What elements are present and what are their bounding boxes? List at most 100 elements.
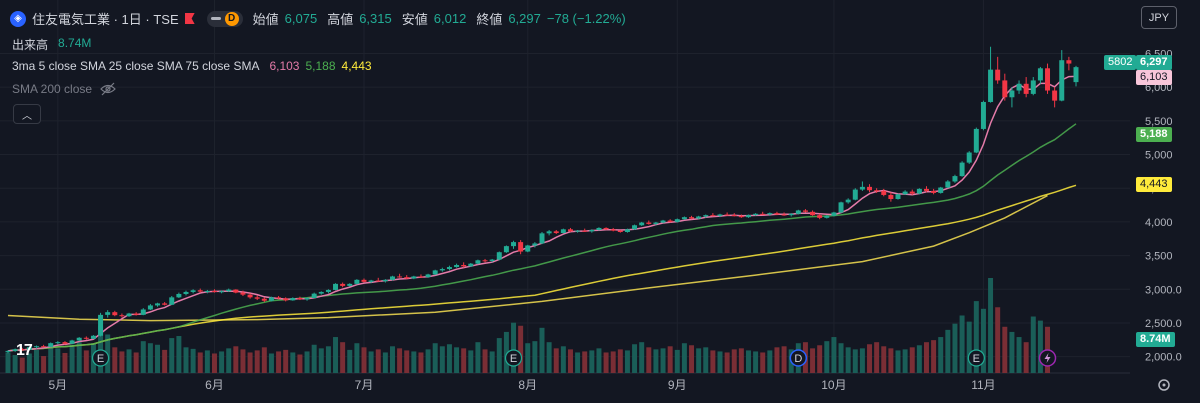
candle-body xyxy=(532,243,538,246)
volume-bar xyxy=(525,343,531,373)
volume-bar xyxy=(147,343,153,373)
candle-body xyxy=(176,293,182,298)
candle-body xyxy=(190,290,196,292)
volume-bar xyxy=(325,346,331,373)
settings-icon-ring xyxy=(1158,379,1170,391)
candle-body xyxy=(283,298,289,301)
volume-bar xyxy=(532,341,538,373)
sma5-value: 6,103 xyxy=(269,59,300,73)
volume-bar xyxy=(340,342,346,373)
volume-bar xyxy=(12,355,18,373)
dividend-marker-ring xyxy=(789,349,808,367)
volume-legend[interactable]: 出来高 8.74M xyxy=(12,36,91,53)
candle-body xyxy=(753,213,759,216)
flag-icon[interactable] xyxy=(184,13,195,24)
volume-bar xyxy=(567,349,573,373)
volume-bar xyxy=(639,342,645,373)
volume-bar xyxy=(76,342,82,373)
volume-bar xyxy=(867,344,873,373)
volume-bar xyxy=(774,347,780,373)
symbol-header: ◈ 住友電気工業 · 1日 · TSE D 始値 6,075 高値 6,315 安値… xyxy=(10,9,626,28)
candle-body xyxy=(653,222,659,224)
volume-bar xyxy=(667,346,673,373)
candle-body xyxy=(895,194,901,199)
candle-body xyxy=(646,222,652,224)
close-label: 終値 xyxy=(476,12,503,27)
currency-button[interactable]: JPY xyxy=(1141,6,1177,29)
sma200-legend[interactable]: SMA 200 close xyxy=(12,82,116,96)
sma200-line xyxy=(7,194,1048,322)
volume-bar xyxy=(268,353,274,373)
volume-bar xyxy=(617,349,623,373)
volume-bar xyxy=(895,350,901,373)
candle-body xyxy=(916,188,922,194)
high-label: 高値 xyxy=(327,12,354,27)
ticker-tag: 5802 xyxy=(1104,55,1137,70)
volume-bar xyxy=(446,344,452,373)
volume-bar xyxy=(660,348,666,373)
exchange-logo-icon[interactable]: ◈ xyxy=(10,10,26,27)
sma-legend[interactable]: 3ma 5 close SMA 25 close SMA 75 close SM… xyxy=(12,59,372,73)
earnings-marker[interactable]: E xyxy=(504,349,523,367)
candle-body xyxy=(254,297,260,299)
volume-bar xyxy=(845,347,851,373)
sma75-price-tag: 4,443 xyxy=(1136,177,1172,192)
candle-body xyxy=(945,181,951,188)
candle-body xyxy=(874,190,880,192)
lightning-icon[interactable] xyxy=(1038,349,1057,367)
collapse-legend-button[interactable]: ︿ xyxy=(13,104,41,124)
candle-body xyxy=(852,189,858,200)
close-value: 6,297 xyxy=(508,11,541,26)
earnings-marker-label: E xyxy=(97,353,104,365)
open-label: 始値 xyxy=(252,12,279,27)
y-tick-label: 3,000.0 xyxy=(1145,284,1182,296)
settings-icon-dot xyxy=(1162,383,1166,387)
eye-off-icon[interactable] xyxy=(100,82,116,96)
candle-body xyxy=(382,279,388,282)
candle-body xyxy=(923,188,929,191)
earnings-marker[interactable]: E xyxy=(967,349,985,367)
dash-icon xyxy=(210,17,221,20)
candle-body xyxy=(290,298,296,301)
symbol-title[interactable]: 住友電気工業 · 1日 · TSE xyxy=(32,12,179,27)
dividend-marker[interactable]: D xyxy=(789,349,808,367)
price-axis: 6,5006,0005,5005,0004,5004,0003,5003,000… xyxy=(1145,48,1182,363)
candle-body xyxy=(881,190,887,195)
volume-bar xyxy=(810,348,816,373)
volume-bar xyxy=(397,348,403,373)
volume-bar xyxy=(204,350,210,373)
sma75-line xyxy=(7,184,1077,352)
tradingview-logo[interactable]: 17 xyxy=(16,342,33,359)
candle-body xyxy=(90,335,96,339)
volume-bar xyxy=(738,348,744,373)
volume-bar xyxy=(411,351,417,373)
candle-body xyxy=(575,230,581,232)
volume-bar xyxy=(404,350,410,373)
volume-bar xyxy=(852,349,858,373)
candle-body xyxy=(425,274,431,278)
volume-bar xyxy=(276,351,282,373)
volume-bar xyxy=(838,343,844,373)
candle-body xyxy=(347,283,353,286)
candle-body xyxy=(126,313,132,317)
candle-body xyxy=(511,242,517,247)
candle-body xyxy=(617,230,623,232)
volume-bar xyxy=(703,347,709,373)
volume-bar xyxy=(26,353,32,373)
candle-body xyxy=(745,215,751,218)
settings-icon[interactable] xyxy=(1158,379,1170,391)
interval-pill[interactable]: D xyxy=(206,10,243,27)
earnings-marker-label: E xyxy=(510,353,517,365)
volume-bar xyxy=(881,346,887,373)
candle-body xyxy=(525,245,531,252)
volume-bar xyxy=(710,350,716,373)
earnings-marker[interactable]: E xyxy=(91,349,110,367)
sma-lines xyxy=(7,75,1077,352)
candle-body xyxy=(41,346,47,348)
volume-bar xyxy=(681,343,687,373)
volume-bar xyxy=(62,352,68,373)
candle-body xyxy=(33,346,39,348)
candle-body xyxy=(1045,68,1051,91)
earnings-marker-ring xyxy=(967,349,985,367)
candle-body xyxy=(69,340,75,344)
